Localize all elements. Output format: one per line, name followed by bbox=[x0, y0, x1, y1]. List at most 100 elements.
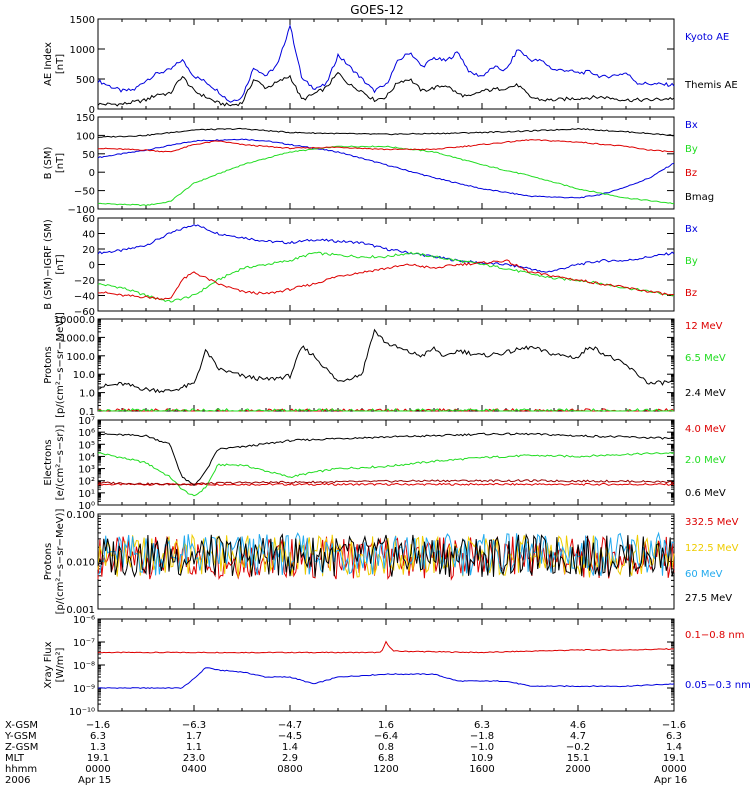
chart-title: GOES-12 bbox=[350, 3, 404, 17]
footer-value: 0.8 bbox=[378, 742, 394, 753]
electrons-ylabel: Electrons [e/(cm²−s−sr)] bbox=[43, 425, 66, 501]
bsm-ylabel-line: [nT] bbox=[55, 153, 66, 173]
electrons-ylabel-line: [e/(cm²−s−sr)] bbox=[55, 425, 66, 501]
footer-value: −0.2 bbox=[566, 742, 590, 753]
bsm-legend-label: Bz bbox=[685, 168, 697, 179]
xray-ytick-label: 10⁻⁷ bbox=[73, 638, 95, 649]
electrons-series-line bbox=[98, 432, 675, 486]
footer-value: 1.4 bbox=[282, 742, 298, 753]
protons-high-legend-label: 332.5 MeV bbox=[685, 517, 739, 528]
xray-series-line bbox=[97, 667, 675, 689]
bdiff-legend-label: By bbox=[685, 256, 698, 267]
footer-value: 4.7 bbox=[570, 731, 586, 742]
protons-high-legend-label: 60 MeV bbox=[685, 569, 723, 580]
footer-value: −1.6 bbox=[662, 720, 686, 731]
footer-row-label: Y-GSM bbox=[4, 731, 37, 742]
protons-high-ylabel-line: [p/(cm²−s−sr−MeV)] bbox=[55, 508, 66, 614]
footer-row-label: Z-GSM bbox=[5, 742, 38, 753]
protons-high-ylabel: Protons [p/(cm²−s−sr−MeV)] bbox=[43, 508, 66, 614]
protons-high-series-line bbox=[97, 533, 675, 578]
footer-value: 4.6 bbox=[570, 720, 586, 731]
electrons-ytick-label: 10⁶ bbox=[78, 428, 95, 439]
electrons-series-line bbox=[97, 479, 675, 486]
bdiff-legend-label: Bx bbox=[685, 224, 698, 235]
xray-legend-label: 0.1−0.8 nm bbox=[685, 630, 744, 641]
protons-low-ytick-label: 1000.0 bbox=[60, 333, 95, 344]
protons-high-legend-label: 122.5 MeV bbox=[685, 543, 739, 554]
protons-high-ytick-label: 0.001 bbox=[66, 605, 95, 616]
ae-frame bbox=[97, 18, 675, 110]
footer-value: 2000 bbox=[565, 764, 590, 775]
protons-low-series-line bbox=[97, 408, 675, 412]
protons-low-ytick-label: 100.0 bbox=[66, 352, 95, 363]
bsm-series-line bbox=[97, 138, 675, 199]
footer-value: 1600 bbox=[469, 764, 494, 775]
bdiff-ytick-label: −20 bbox=[74, 276, 95, 287]
bsm-series-line bbox=[97, 145, 675, 207]
protons-high-legend-label: 27.5 MeV bbox=[685, 593, 732, 604]
electrons-ytick-label: 10⁵ bbox=[78, 440, 95, 451]
footer-row-label: hhmm bbox=[5, 764, 37, 775]
bsm-legend-label: Bx bbox=[685, 120, 698, 131]
electrons-ytick-label: 10¹ bbox=[78, 489, 95, 500]
electrons-ytick-label: 10⁷ bbox=[78, 416, 95, 427]
electrons-legend-label: 4.0 MeV bbox=[685, 424, 726, 435]
footer-value: 1.7 bbox=[186, 731, 202, 742]
footer-row-label: 2006 bbox=[5, 775, 30, 786]
xray-ylabel-line: Xray Flux bbox=[43, 641, 54, 688]
bsm-ylabel-line: B (SM) bbox=[43, 146, 54, 179]
electrons-legend-label: 0.6 MeV bbox=[685, 488, 726, 499]
electrons-ytick-label: 10² bbox=[78, 477, 95, 488]
bdiff-series-line bbox=[97, 224, 675, 273]
xray-frame bbox=[97, 618, 675, 712]
footer-value: −4.5 bbox=[278, 731, 302, 742]
protons-low-legend-label: 2.4 MeV bbox=[685, 388, 726, 399]
footer-value: 2.9 bbox=[282, 753, 298, 764]
bsm-legend-label: Bmag bbox=[685, 192, 714, 203]
footer-value: −1.8 bbox=[470, 731, 494, 742]
ae-ytick-label: 0 bbox=[89, 105, 95, 116]
protons-low-ylabel: Protons [p/(cm²−s−sr−MeV)] bbox=[43, 312, 66, 418]
footer-value: 10.9 bbox=[471, 753, 493, 764]
footer-value: 19.1 bbox=[663, 753, 685, 764]
footer-row-label: X-GSM bbox=[5, 720, 38, 731]
electrons-ytick-label: 10⁰ bbox=[78, 501, 95, 512]
protons-low-series-line bbox=[97, 328, 675, 394]
protons-low-legend-label: 6.5 MeV bbox=[685, 353, 726, 364]
bsm-series-line bbox=[97, 127, 675, 138]
xray-ylabel: Xray Flux [W/m²] bbox=[43, 641, 66, 688]
bdiff-ytick-label: −40 bbox=[74, 292, 95, 303]
footer-value: −6.4 bbox=[374, 731, 398, 742]
footer-value: 0000 bbox=[661, 764, 686, 775]
xray-ytick-label: 10⁻¹⁰ bbox=[69, 707, 95, 718]
bdiff-ytick-label: 40 bbox=[82, 230, 95, 241]
protons-high-ytick-label: 0.100 bbox=[66, 510, 95, 521]
footer-value: 0000 bbox=[85, 764, 110, 775]
electrons-ylabel-line: Electrons bbox=[43, 439, 54, 485]
ae-ylabel: AE Index [nT] bbox=[43, 42, 66, 86]
footer-row-label: MLT bbox=[5, 753, 25, 764]
ae-series-line bbox=[97, 71, 675, 107]
bsm-ylabel: B (SM) [nT] bbox=[43, 146, 66, 179]
bdiff-ytick-label: −60 bbox=[74, 307, 95, 318]
protons-low-ylabel-line: [p/(cm²−s−sr−MeV)] bbox=[55, 312, 66, 418]
xray-ylabel-line: [W/m²] bbox=[55, 647, 66, 682]
bdiff-ytick-label: 60 bbox=[82, 214, 95, 225]
bsm-ytick-label: 100 bbox=[76, 131, 95, 142]
footer-value: 6.3 bbox=[666, 731, 682, 742]
footer-value: 15.1 bbox=[567, 753, 589, 764]
protons-low-ytick-label: 10.0 bbox=[73, 370, 95, 381]
protons-high-series-line bbox=[97, 533, 675, 578]
bsm-ytick-label: 50 bbox=[82, 150, 95, 161]
footer-value: Apr 16 bbox=[654, 775, 687, 786]
bdiff-ylabel-line: [nT] bbox=[55, 254, 66, 274]
xray-ytick-label: 10⁻⁶ bbox=[73, 615, 95, 626]
footer-value: 1.1 bbox=[186, 742, 202, 753]
electrons-ytick-label: 10³ bbox=[78, 465, 95, 476]
electrons-frame bbox=[97, 419, 675, 506]
protons-low-frame bbox=[97, 318, 675, 412]
electrons-ytick-label: 10⁴ bbox=[78, 452, 95, 463]
ae-ylabel-line: [nT] bbox=[55, 54, 66, 74]
protons-low-ytick-label: 10000.0 bbox=[54, 315, 95, 326]
